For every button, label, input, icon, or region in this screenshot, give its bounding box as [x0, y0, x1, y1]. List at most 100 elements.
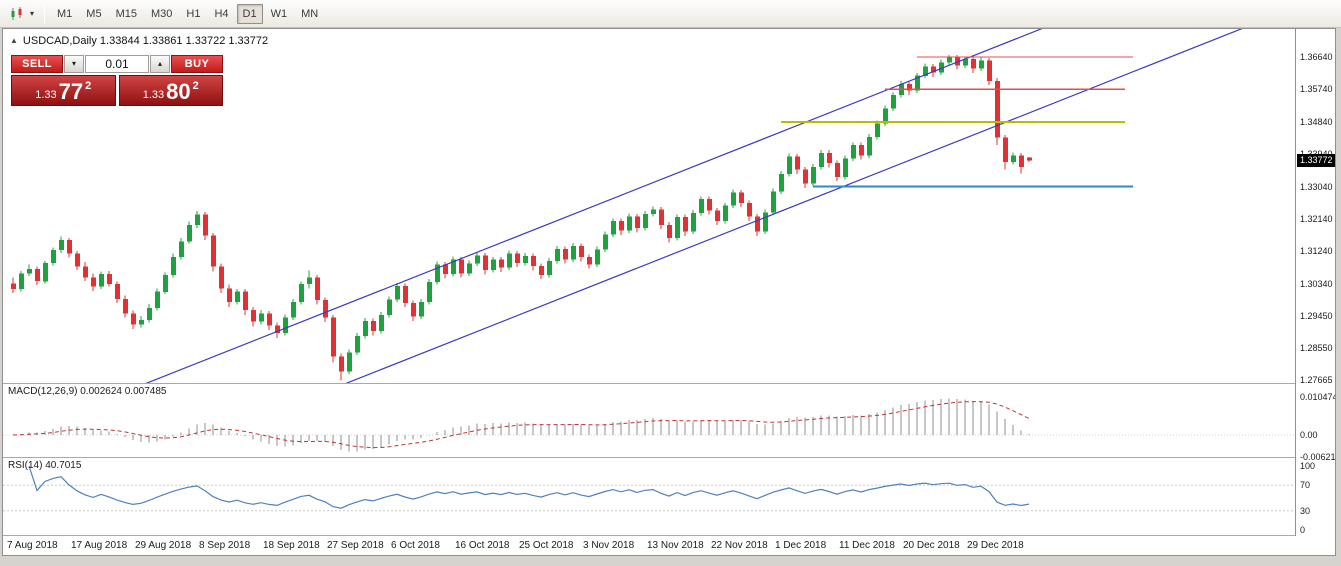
candle — [787, 153, 792, 177]
timeframe-button-mn[interactable]: MN — [301, 7, 319, 20]
pane-separator-rsi[interactable] — [3, 457, 1335, 458]
candle — [323, 297, 328, 322]
timeframe-button-m15[interactable]: M15 — [115, 7, 137, 20]
candle — [307, 270, 312, 289]
candle — [979, 57, 984, 71]
main-chart[interactable] — [3, 29, 1295, 383]
scale-label: 70 — [1300, 480, 1311, 490]
candle — [611, 218, 616, 237]
candle — [115, 281, 120, 303]
scale-label: 0.010474 — [1300, 392, 1335, 402]
caret-down-icon: ▾ — [71, 59, 76, 68]
candle — [475, 252, 480, 266]
candle — [851, 142, 856, 161]
timeframe-button-m5[interactable]: M5 — [86, 7, 102, 20]
candle — [1011, 152, 1016, 165]
time-scale-separator — [3, 535, 1335, 536]
sell-price-display[interactable]: 1.33 77 2 — [11, 75, 116, 106]
candle — [403, 283, 408, 308]
buy-price-point: 2 — [192, 80, 199, 92]
candle — [467, 260, 472, 276]
candle — [67, 238, 72, 258]
candle — [259, 310, 264, 325]
buy-button[interactable]: BUY — [171, 55, 223, 73]
trendline-channel-upper[interactable] — [93, 29, 1053, 383]
timeframe-button-m1[interactable]: M1 — [57, 7, 73, 20]
time-scale[interactable]: 7 Aug 2018 17 Aug 2018 29 Aug 2018 8 Sep 20… — [3, 536, 1295, 555]
candle — [483, 253, 488, 275]
candle — [883, 105, 888, 127]
candle — [635, 214, 640, 233]
candle — [459, 256, 464, 278]
chart-client-area: ▲ USDCAD,Daily 1.33844 1.33861 1.33722 1… — [3, 29, 1335, 555]
candle — [923, 63, 928, 79]
volume-decrease-button[interactable]: ▾ — [64, 55, 84, 73]
volume-increase-button[interactable]: ▴ — [150, 55, 170, 73]
candle — [987, 58, 992, 86]
macd-signal-line — [12, 401, 1030, 449]
macd-pane[interactable] — [3, 384, 1295, 457]
trendline-channel-lower[interactable] — [93, 29, 1293, 383]
candle — [395, 283, 400, 302]
volume-input[interactable] — [85, 55, 149, 73]
candle — [299, 281, 304, 305]
date-label: 8 Sep 2018 — [199, 540, 251, 551]
candle — [875, 120, 880, 140]
candle — [267, 310, 272, 331]
candle — [155, 288, 160, 311]
date-label: 22 Nov 2018 — [711, 540, 768, 551]
candle — [843, 155, 848, 180]
candle — [35, 266, 40, 286]
candle — [659, 206, 664, 230]
buy-price-small: 1.33 — [142, 89, 165, 101]
pane-separator-macd[interactable] — [3, 383, 1335, 384]
candle — [827, 150, 832, 168]
date-label: 27 Sep 2018 — [327, 540, 384, 551]
date-label: 29 Aug 2018 — [135, 540, 192, 551]
symbol-header: ▲ USDCAD,Daily 1.33844 1.33861 1.33722 1… — [10, 35, 268, 47]
timeframe-button-h4[interactable]: H4 — [214, 7, 229, 20]
candle — [939, 59, 944, 75]
sell-price-point: 2 — [85, 80, 92, 92]
candle — [667, 222, 672, 243]
date-label: 7 Aug 2018 — [7, 540, 58, 551]
scale-label: 0.00 — [1300, 430, 1318, 440]
chart-window: ▲ USDCAD,Daily 1.33844 1.33861 1.33722 1… — [2, 28, 1336, 556]
candle — [603, 231, 608, 253]
candle — [427, 279, 432, 305]
candle — [315, 274, 320, 305]
candle — [1003, 134, 1008, 170]
date-label: 17 Aug 2018 — [71, 540, 128, 551]
candle — [571, 243, 576, 262]
timeframe-button-m30[interactable]: M30 — [150, 7, 173, 20]
candle — [771, 188, 776, 215]
candle — [227, 284, 232, 308]
candle — [627, 213, 632, 233]
candle — [243, 289, 248, 315]
candle — [1027, 157, 1032, 162]
candle — [747, 200, 752, 221]
one-click-toggle-icon[interactable]: ▲ — [10, 36, 18, 45]
timeframe-button-w1[interactable]: W1 — [270, 7, 288, 20]
timeframe-button-d1[interactable]: D1 — [236, 3, 263, 24]
scale-label: 1.30340 — [1300, 279, 1333, 289]
candle — [619, 218, 624, 235]
rsi-label: RSI(14) 40.7015 — [8, 460, 82, 471]
candle — [203, 212, 208, 241]
candle — [211, 233, 216, 272]
candle — [739, 189, 744, 208]
one-click-price-row: 1.33 77 2 1.33 80 2 — [11, 75, 223, 106]
price-scale[interactable]: 1.366401.357401.348401.339401.330401.321… — [1295, 29, 1335, 536]
candle — [91, 273, 96, 291]
rsi-pane[interactable] — [3, 458, 1295, 535]
candle — [187, 221, 192, 244]
buy-price-display[interactable]: 1.33 80 2 — [118, 75, 223, 106]
timeframe-button-h1[interactable]: H1 — [186, 7, 201, 20]
candle — [219, 263, 224, 294]
candle — [139, 315, 144, 328]
candle — [491, 256, 496, 273]
chart-tool-button[interactable]: ▾ — [4, 3, 39, 25]
date-label: 29 Dec 2018 — [967, 540, 1024, 551]
sell-button[interactable]: SELL — [11, 55, 63, 73]
date-label: 11 Dec 2018 — [839, 540, 895, 551]
